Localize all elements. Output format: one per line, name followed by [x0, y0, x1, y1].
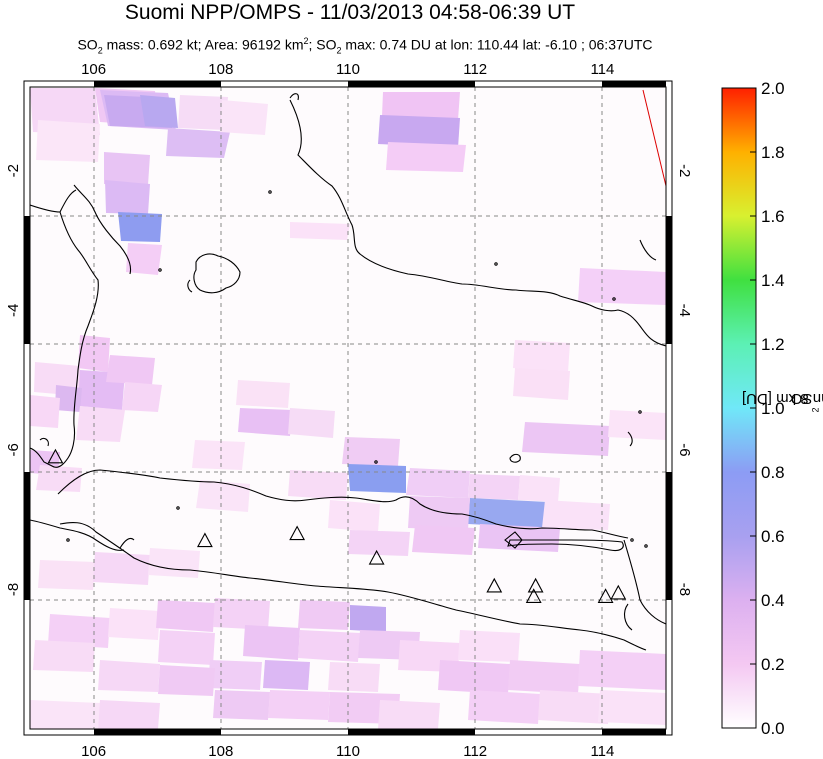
colorbar-label-sub: 2	[810, 407, 821, 413]
lat-tick-right: -2	[676, 164, 693, 177]
colorbar-tick-label: 2.0	[761, 79, 785, 98]
subtitle-so2-sub-2: 2	[336, 45, 342, 56]
colorbar-label-suffix: column 8 km [DU]	[741, 390, 823, 408]
triangle-icon	[196, 532, 213, 548]
triangle-icon	[486, 577, 503, 593]
colorbar-tick-label: 1.2	[761, 335, 785, 354]
colorbar-tick-label: 1.4	[761, 271, 785, 290]
colorbar-tick-label: 0.8	[761, 463, 785, 482]
lat-tick-right: -8	[676, 583, 693, 596]
so2-pixels	[30, 88, 666, 729]
colorbar-tick-label: 0.2	[761, 655, 785, 674]
coastline-bangka	[193, 253, 241, 294]
triangle-icon	[525, 588, 542, 603]
coastline-sumatra	[30, 204, 99, 468]
map-title: Suomi NPP/OMPS - 11/03/2013 04:58-06:39 …	[124, 1, 576, 24]
lon-tick-bottom: 110	[336, 743, 360, 759]
lat-tick-left: -2	[5, 164, 22, 177]
volcano-markers	[47, 448, 627, 603]
grid-lines	[30, 87, 666, 729]
colorbar-ticks: 2.0 1.8 1.6 1.4 1.2 1.0 0.8 0.6 0.4 0.2 0.0	[750, 79, 785, 738]
lon-tick-top: 110	[336, 61, 360, 78]
coastlines	[30, 93, 666, 651]
triangle-icon	[610, 584, 627, 600]
triangle-icon	[597, 588, 614, 603]
lon-tick-bottom: 112	[463, 743, 487, 759]
lat-tick-left: -8	[5, 583, 22, 596]
frame-ticks	[24, 81, 672, 735]
coastline-java-south	[59, 521, 647, 651]
subtitle-so2: SO	[77, 36, 98, 53]
lon-tick-top: 108	[208, 61, 233, 78]
lon-tick-bottom: 114	[590, 743, 614, 759]
triangle-icon	[289, 525, 306, 541]
map-subtitle: SO2 mass: 0.692 kt; Area: 96192 km2; SO2…	[0, 36, 730, 55]
lat-tick-left: -4	[5, 304, 22, 317]
lon-tick-top: 106	[81, 61, 106, 78]
lat-tick-left: -6	[5, 443, 22, 456]
triangle-icon	[368, 549, 385, 565]
track-line	[642, 89, 667, 187]
subtitle-mass: mass: 0.692 kt; Area: 96192 km	[102, 36, 304, 53]
subtitle-max: max: 0.74 DU at lon: 110.44 lat: -6.10 ;…	[341, 36, 653, 53]
lat-tick-right: -6	[676, 443, 693, 456]
subtitle-area-sup: 2	[303, 36, 309, 46]
colorbar-tick-label: 1.8	[761, 143, 785, 162]
coastline-bali	[623, 539, 666, 625]
colorbar-tick-label: 0.6	[761, 527, 785, 546]
axis-tick-labels: 106 106 108 108 110 110 112 112 114 114 -2 -2 -4 -4 -6…	[5, 61, 693, 759]
lon-tick-top: 112	[463, 61, 487, 78]
lon-tick-bottom: 106	[81, 743, 106, 759]
colorbar-tick-label: 0.4	[761, 591, 785, 610]
lon-tick-top: 114	[590, 61, 614, 78]
subtitle-so2-sub: 2	[97, 45, 103, 56]
coastline-borneo	[289, 99, 666, 347]
triangle-icon	[47, 448, 64, 464]
coastline-madura	[507, 539, 624, 552]
colorbar-tick-label: 0.0	[761, 719, 785, 738]
colorbar-tick-label: 1.6	[761, 207, 785, 226]
lat-tick-right: -4	[676, 304, 693, 317]
coastline-java-north	[57, 469, 629, 539]
colorbar-tick-label: 1.0	[761, 399, 785, 418]
subtitle-sep: ; SO	[308, 36, 337, 53]
lon-tick-bottom: 108	[208, 743, 233, 759]
